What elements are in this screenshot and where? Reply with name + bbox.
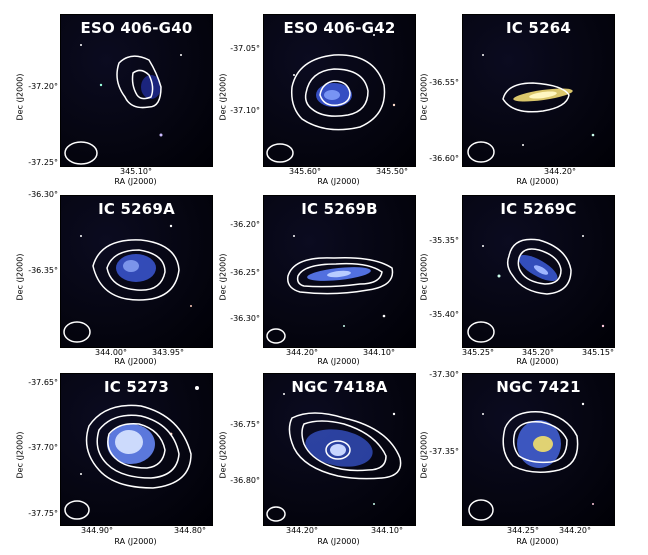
y-tick-label: -37.10°: [230, 106, 260, 115]
y-tick-label: -35.40°: [429, 310, 459, 319]
panel-title: IC 5269C: [500, 200, 577, 218]
x-tick-label: 345.10°: [120, 167, 152, 176]
y-tick-label: -37.35°: [429, 447, 459, 456]
x-axis-label: RA (J2000): [114, 357, 157, 366]
galaxy-overlay: [467, 54, 595, 163]
y-axis-label: Dec (J2000): [218, 73, 228, 121]
galaxy-overlay: [64, 44, 182, 165]
x-tick-label: 343.95°: [152, 348, 184, 357]
y-axis-label: Dec (J2000): [218, 431, 228, 479]
x-tick-label: 344.25°: [507, 526, 539, 535]
y-axis-label: Dec (J2000): [419, 253, 429, 301]
galaxy-image: NGC 7418A: [263, 373, 416, 526]
panel-title: NGC 7418A: [291, 378, 388, 396]
galaxy-overlay: [63, 224, 192, 343]
y-tick-label: -37.65°: [28, 378, 58, 387]
x-axis-label: RA (J2000): [516, 177, 559, 186]
x-tick-label: 344.10°: [363, 348, 395, 357]
galaxy-image: ESO 406-G42: [263, 14, 416, 167]
galaxy-overlay: [266, 34, 396, 163]
x-tick-label: 344.10°: [371, 526, 403, 535]
x-tick-label: 344.20°: [286, 526, 318, 535]
y-tick-label: -37.05°: [230, 44, 260, 53]
panel-title: IC 5269B: [301, 200, 378, 218]
y-axis-label: Dec (J2000): [419, 431, 429, 479]
x-tick-label: 344.90°: [81, 526, 113, 535]
y-tick-label: -37.25°: [28, 158, 58, 167]
y-tick-label: -37.75°: [28, 509, 58, 518]
y-tick-label: -37.30°: [429, 370, 459, 379]
galaxy-overlay: [468, 402, 594, 521]
galaxy-overlay: [266, 393, 402, 522]
y-axis-label: Dec (J2000): [218, 253, 228, 301]
x-axis-label: RA (J2000): [516, 537, 559, 546]
x-tick-label: 344.20°: [286, 348, 318, 357]
galaxy-overlay: [64, 386, 199, 520]
x-tick-label: 345.50°: [376, 167, 408, 176]
x-tick-label: 344.20°: [559, 526, 591, 535]
galaxy-image: IC 5269B: [263, 195, 416, 348]
y-tick-label: -36.35°: [28, 266, 58, 275]
x-axis-label: RA (J2000): [516, 357, 559, 366]
x-tick-label: 344.80°: [174, 526, 206, 535]
y-tick-label: -36.55°: [429, 78, 459, 87]
galaxy-image: IC 5269A: [60, 195, 213, 348]
y-tick-label: -36.60°: [429, 154, 459, 163]
galaxy-overlay: [266, 235, 394, 344]
x-axis-label: RA (J2000): [317, 177, 360, 186]
x-axis-label: RA (J2000): [317, 537, 360, 546]
y-axis-label: Dec (J2000): [15, 253, 25, 301]
y-tick-label: -36.25°: [230, 268, 260, 277]
x-axis-label: RA (J2000): [114, 537, 157, 546]
panel-title: IC 5273: [104, 378, 169, 396]
x-axis-label: RA (J2000): [317, 357, 360, 366]
y-tick-label: -37.70°: [28, 443, 58, 452]
panel-title: IC 5264: [506, 19, 571, 37]
x-tick-label: 345.20°: [522, 348, 554, 357]
x-tick-label: 345.15°: [582, 348, 614, 357]
x-tick-label: 344.20°: [544, 167, 576, 176]
galaxy-image: ESO 406-G40: [60, 14, 213, 167]
galaxy-image: IC 5273: [60, 373, 213, 526]
panel-title: NGC 7421: [496, 378, 581, 396]
y-tick-label: -35.35°: [429, 236, 459, 245]
y-axis-label: Dec (J2000): [15, 431, 25, 479]
galaxy-overlay: [467, 235, 605, 343]
y-tick-label: -36.75°: [230, 420, 260, 429]
y-tick-label: -37.20°: [28, 82, 58, 91]
y-tick-label: -36.30°: [28, 190, 58, 199]
galaxy-image: IC 5264: [462, 14, 615, 167]
panel-title: ESO 406-G42: [283, 19, 396, 37]
x-tick-label: 344.00°: [95, 348, 127, 357]
y-tick-label: -36.30°: [230, 314, 260, 323]
y-axis-label: Dec (J2000): [15, 73, 25, 121]
panel-title: ESO 406-G40: [80, 19, 193, 37]
x-axis-label: RA (J2000): [114, 177, 157, 186]
y-tick-label: -36.80°: [230, 476, 260, 485]
galaxy-image: IC 5269C: [462, 195, 615, 348]
x-tick-label: 345.60°: [289, 167, 321, 176]
panel-title: IC 5269A: [98, 200, 175, 218]
y-axis-label: Dec (J2000): [419, 73, 429, 121]
x-tick-label: 345.25°: [462, 348, 494, 357]
galaxy-image: NGC 7421: [462, 373, 615, 526]
y-tick-label: -36.20°: [230, 220, 260, 229]
